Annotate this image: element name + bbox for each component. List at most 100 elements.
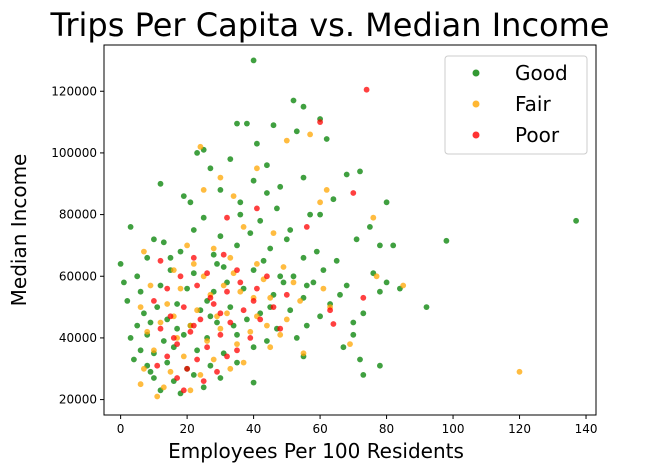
- data-point-good: [134, 322, 141, 329]
- data-point-good: [234, 242, 240, 249]
- data-point-good: [234, 120, 240, 127]
- data-point-good: [234, 331, 240, 338]
- data-point-good: [174, 325, 181, 332]
- data-point-good: [137, 288, 144, 295]
- data-point-good: [217, 187, 224, 193]
- data-point-poor: [197, 316, 204, 323]
- data-point-poor: [194, 282, 201, 289]
- data-point-good: [187, 199, 194, 206]
- data-point-fair: [297, 298, 303, 304]
- data-point-good: [303, 322, 310, 329]
- data-point-good: [357, 168, 363, 175]
- data-point-good: [157, 180, 164, 187]
- data-point-poor: [234, 347, 240, 354]
- data-point-fair: [167, 368, 174, 375]
- data-point-good: [350, 331, 357, 338]
- data-point-fair: [184, 242, 191, 249]
- data-point-poor: [224, 353, 230, 360]
- data-point-fair: [180, 353, 187, 360]
- data-point-poor: [327, 307, 333, 314]
- series-poor: [151, 86, 370, 394]
- data-point-poor: [247, 335, 254, 341]
- x-tick-label: 140: [575, 422, 598, 436]
- y-axis-label: Median Income: [7, 154, 31, 307]
- data-point-fair: [154, 393, 161, 400]
- data-point-poor: [190, 322, 197, 329]
- data-point-good: [317, 313, 323, 320]
- data-point-poor: [204, 270, 211, 277]
- data-point-poor: [204, 344, 211, 351]
- x-axis-ticks: 0 20 40 60 80 100 120 140: [117, 415, 598, 436]
- data-point-good: [234, 359, 240, 366]
- data-point-good: [167, 254, 174, 261]
- data-point-good: [317, 211, 323, 218]
- plot-frame: [103, 44, 597, 416]
- data-point-good: [144, 254, 151, 261]
- data-point-good: [443, 237, 450, 244]
- y-tick-label: 40000: [59, 331, 97, 345]
- data-point-good: [377, 242, 383, 249]
- data-point-good: [244, 120, 250, 127]
- data-point-good: [423, 304, 430, 310]
- data-point-good: [124, 298, 131, 304]
- legend-marker-fair: [472, 100, 480, 108]
- data-point-good: [310, 279, 317, 286]
- data-point-fair: [270, 230, 277, 237]
- data-point-good: [264, 190, 270, 196]
- data-point-good: [207, 165, 214, 172]
- data-point-good: [214, 319, 220, 326]
- data-point-fair: [247, 328, 254, 335]
- data-point-good: [184, 285, 191, 292]
- data-point-poor: [277, 325, 284, 332]
- data-point-fair: [280, 264, 287, 270]
- data-point-good: [207, 313, 214, 320]
- data-point-good: [160, 239, 167, 246]
- x-tick-label: 40: [246, 422, 261, 436]
- data-point-poor: [217, 310, 224, 317]
- data-point-good: [200, 214, 207, 221]
- data-point-poor: [184, 365, 191, 372]
- data-point-fair: [204, 338, 211, 344]
- data-point-fair: [400, 282, 407, 289]
- data-point-fair: [230, 193, 237, 200]
- y-axis-ticks: 20000 40000 60000 80000 100000 120000: [51, 84, 104, 407]
- data-point-fair: [197, 372, 204, 378]
- data-point-fair: [151, 347, 157, 354]
- data-point-good: [573, 217, 579, 224]
- data-point-poor: [250, 298, 257, 304]
- data-point-poor: [217, 331, 224, 338]
- data-point-poor: [151, 298, 157, 304]
- data-point-poor: [234, 267, 240, 273]
- data-point-good: [260, 257, 267, 264]
- data-point-fair: [147, 282, 154, 289]
- y-tick-label: 60000: [59, 269, 97, 283]
- x-tick-label: 20: [179, 422, 194, 436]
- data-point-fair: [317, 199, 323, 206]
- data-point-good: [333, 257, 340, 264]
- data-point-poor: [164, 353, 171, 360]
- data-point-good: [264, 338, 270, 344]
- data-point-poor: [154, 362, 161, 369]
- data-point-fair: [283, 316, 290, 323]
- data-point-poor: [207, 294, 214, 301]
- y-tick-label: 80000: [59, 208, 97, 222]
- data-point-good: [174, 301, 181, 307]
- data-point-fair: [187, 387, 194, 394]
- data-point-poor: [240, 307, 247, 314]
- data-point-good: [293, 335, 300, 341]
- data-point-fair: [200, 187, 207, 193]
- data-point-good: [250, 379, 257, 386]
- data-point-poor: [167, 313, 174, 320]
- data-point-good: [121, 279, 127, 286]
- data-point-fair: [141, 248, 147, 255]
- data-point-fair: [254, 261, 260, 267]
- data-point-fair: [227, 254, 234, 261]
- data-point-good: [343, 282, 350, 289]
- x-tick-label: 60: [312, 422, 327, 436]
- data-point-fair: [267, 294, 274, 301]
- data-point-good: [274, 205, 280, 212]
- data-point-fair: [160, 384, 167, 391]
- data-point-poor: [317, 119, 323, 125]
- data-point-good: [147, 319, 154, 326]
- data-point-poor: [283, 291, 290, 298]
